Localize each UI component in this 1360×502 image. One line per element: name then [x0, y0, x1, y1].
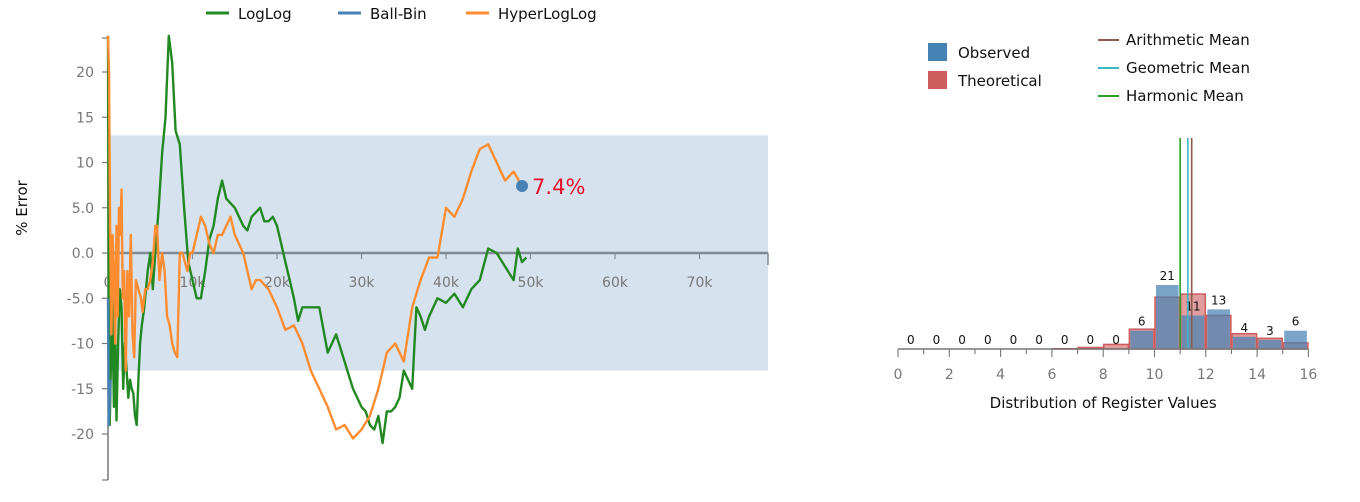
x-tick-label: 70k — [687, 275, 714, 291]
x-tick-label: 10 — [1146, 367, 1164, 383]
count-label: 13 — [1211, 293, 1226, 307]
legend-label: Observed — [958, 44, 1030, 62]
count-label: 21 — [1160, 269, 1175, 283]
y-tick-label: 20 — [76, 65, 94, 81]
count-label: 0 — [907, 333, 915, 347]
count-label: 0 — [1087, 333, 1095, 347]
count-label: 11 — [1185, 299, 1200, 313]
x-tick-label: 16 — [1299, 367, 1317, 383]
legend-label: HyperLogLog — [498, 5, 597, 23]
legend-label: Arithmetic Mean — [1126, 31, 1250, 49]
x-tick-label: 2 — [945, 367, 954, 383]
observed-bar — [1130, 330, 1153, 349]
observed-bar — [1258, 339, 1282, 349]
observed-bar — [1181, 315, 1205, 349]
legend-label: Harmonic Mean — [1126, 87, 1244, 105]
y-tick-label: 5.0 — [72, 201, 94, 217]
y-axis-title: % Error — [13, 179, 31, 235]
x-tick-label: 60k — [602, 275, 629, 291]
legend-swatch — [928, 71, 947, 89]
x-tick-label: 4 — [996, 367, 1005, 383]
count-label: 6 — [1138, 315, 1146, 329]
x-tick-label: 40k — [433, 275, 460, 291]
legend-swatch — [928, 43, 947, 61]
legend-label: Ball-Bin — [370, 5, 427, 23]
x-tick-label: 20k — [264, 275, 291, 291]
y-tick-label: 0.0 — [72, 246, 94, 262]
y-tick-label: 10 — [76, 156, 94, 172]
count-label: 0 — [933, 333, 941, 347]
count-label: 0 — [1035, 333, 1043, 347]
x-tick-label: 0 — [894, 367, 903, 383]
current-point-marker — [516, 180, 529, 193]
legend-label: Geometric Mean — [1126, 59, 1250, 77]
x-tick-label: 8 — [1099, 367, 1108, 383]
observed-bar — [1232, 336, 1256, 349]
x-tick-label: 14 — [1248, 367, 1266, 383]
legend-label: Theoretical — [957, 72, 1042, 90]
count-label: 3 — [1266, 324, 1274, 338]
count-label: 0 — [1112, 333, 1120, 347]
y-tick-label: -5.0 — [67, 291, 94, 307]
y-tick-label: -15 — [71, 382, 94, 398]
y-tick-label: 15 — [76, 110, 94, 126]
y-tick-label: -20 — [71, 427, 94, 443]
current-error-label: 7.4% — [532, 175, 585, 199]
count-label: 0 — [984, 333, 992, 347]
legend-label: LogLog — [238, 5, 292, 23]
x-tick-label: 50k — [518, 275, 545, 291]
x-axis-title: Distribution of Register Values — [990, 394, 1217, 412]
series-line-ballbin — [106, 298, 112, 427]
y-tick-label: -10 — [71, 337, 94, 353]
count-label: 6 — [1292, 315, 1300, 329]
count-label: 0 — [1010, 333, 1018, 347]
observed-bar — [1207, 309, 1230, 349]
count-label: 0 — [1061, 333, 1069, 347]
count-label: 4 — [1240, 321, 1248, 335]
series-line-loglog — [106, 34, 528, 445]
observed-bar — [1284, 330, 1307, 349]
x-tick-label: 30k — [349, 275, 376, 291]
register-histogram: 0 0 0 0 0 0 0 0 0 6 21 11 13 4 3 6 0 2 4 6 8 10 12 14 16 Distribu… — [894, 31, 1318, 412]
x-tick-label: 12 — [1197, 367, 1215, 383]
series-line-hyperloglog — [106, 35, 524, 440]
x-tick-label: 6 — [1047, 367, 1056, 383]
observed-bar — [1156, 284, 1179, 349]
count-label: 0 — [958, 333, 966, 347]
